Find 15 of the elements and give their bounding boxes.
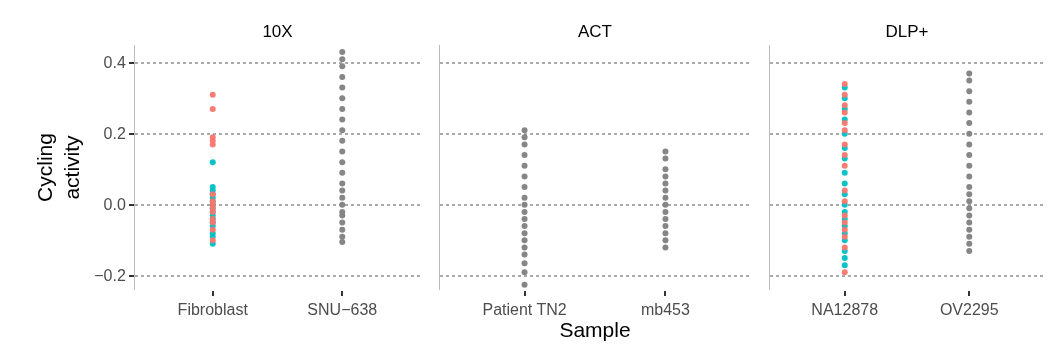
x-tick-label: NA12878 <box>811 301 879 319</box>
y-axis-title: Cycling activity <box>33 133 84 202</box>
chart-title: 10X <box>262 21 293 41</box>
chart-title: DLP+ <box>885 21 929 41</box>
y-tick-label: 0.4 <box>103 54 126 72</box>
x-axis-title: Sample <box>559 318 631 342</box>
y-tick-label: −0.2 <box>94 267 126 285</box>
x-tick-label: SNU−638 <box>307 301 378 319</box>
x-tick-label: Fibroblast <box>177 301 249 319</box>
x-tick-label: mb453 <box>640 301 691 319</box>
y-tick-label: 0.2 <box>103 125 126 143</box>
x-tick-label: Patient TN2 <box>482 301 567 319</box>
y-tick-label: 0.0 <box>103 196 126 214</box>
x-tick-label: OV2295 <box>939 301 999 319</box>
chart-title: ACT <box>578 21 612 41</box>
